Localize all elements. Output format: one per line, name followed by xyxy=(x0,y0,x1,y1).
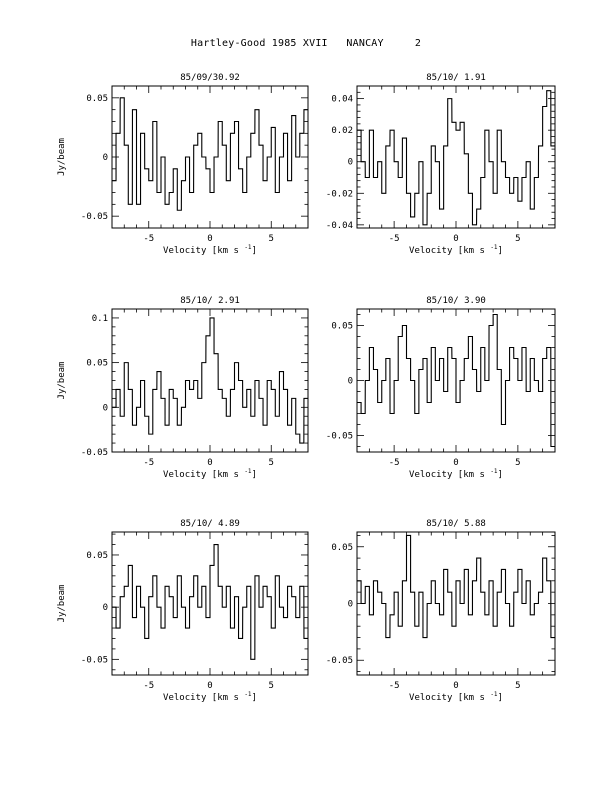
spectrum-line xyxy=(112,317,308,444)
y-tick-label: -0.04 xyxy=(326,221,353,231)
panel-title: 85/10/ 1.91 xyxy=(426,73,486,83)
y-tick-label: 0 xyxy=(103,603,108,613)
y-tick-label: 0 xyxy=(103,403,108,413)
y-tick-label: 0 xyxy=(103,153,108,163)
spectrum-line xyxy=(357,313,555,448)
y-axis-label: Jy/beam xyxy=(57,362,67,400)
y-tick-label: 0.04 xyxy=(331,95,353,105)
spectrum-line xyxy=(112,543,308,660)
panel-4: 85/10/ 3.90 -5 0 5 0.05 0 -0.05 Velocity [km s … xyxy=(326,296,556,480)
spectrum-line xyxy=(357,534,555,639)
panel-6: 85/10/ 5.88 -5 0 5 0.05 0 -0.05 Velocity [km s … xyxy=(326,519,556,703)
y-tick-label: 0.02 xyxy=(331,126,353,136)
x-tick-label: 5 xyxy=(515,681,520,691)
panel-3: 85/10/ 2.91 -5 0 5 0.1 0.05 0 -0.05 Velocity [km… xyxy=(57,296,309,480)
x-tick-label: 0 xyxy=(453,234,458,244)
panel-5: 85/10/ 4.89 -5 0 5 0.05 0 -0.05 Velocity [km s … xyxy=(57,519,309,703)
y-tick-label: 0 xyxy=(348,158,353,168)
x-tick-label: 5 xyxy=(515,458,520,468)
spectrum-line xyxy=(112,97,308,211)
panel-title: 85/10/ 5.88 xyxy=(426,519,486,529)
y-tick-label: 0.05 xyxy=(86,94,108,104)
y-tick-label: 0.05 xyxy=(86,359,108,369)
panel-2: 85/10/ 1.91 -5 0 5 0.04 0.02 0 -0.02 -0.04 Veloci… xyxy=(326,73,556,256)
x-axis-label: Velocity [km s -1] xyxy=(409,468,503,480)
x-tick-label: -5 xyxy=(389,458,400,468)
y-tick-label: 0 xyxy=(348,600,353,610)
panel-1: 85/09/30.92 -5 0 5 0.05 0 -0.05 Velocity [km s … xyxy=(57,73,309,256)
y-tick-label: -0.05 xyxy=(326,432,353,442)
plot-frame xyxy=(356,85,556,229)
x-axis-label: Velocity [km s -1] xyxy=(163,691,257,703)
x-tick-label: 5 xyxy=(269,458,274,468)
y-tick-label: -0.05 xyxy=(81,448,108,458)
x-tick-label: 0 xyxy=(207,458,212,468)
plot-frame xyxy=(111,85,309,229)
spectrum-line xyxy=(357,90,555,226)
y-tick-label: -0.05 xyxy=(81,212,108,222)
x-axis-label: Velocity [km s -1] xyxy=(163,244,257,256)
y-tick-label: 0.05 xyxy=(86,551,108,561)
x-axis-label: Velocity [km s -1] xyxy=(409,691,503,703)
page-title: Hartley-Good 1985 XVII NANCAY 2 xyxy=(190,38,422,49)
y-tick-label: 0.05 xyxy=(331,543,353,553)
x-axis-label: Velocity [km s -1] xyxy=(409,244,503,256)
x-tick-label: 5 xyxy=(515,234,520,244)
panel-title: 85/10/ 4.89 xyxy=(180,519,240,529)
x-tick-label: -5 xyxy=(143,458,154,468)
x-tick-label: 0 xyxy=(453,458,458,468)
y-tick-label: -0.05 xyxy=(81,655,108,665)
panel-title: 85/10/ 3.90 xyxy=(426,296,486,306)
y-tick-label: -0.05 xyxy=(326,656,353,666)
y-tick-label: 0 xyxy=(348,377,353,387)
y-tick-label: 0.05 xyxy=(331,322,353,332)
x-axis-label: Velocity [km s -1] xyxy=(163,468,257,480)
y-axis-label: Jy/beam xyxy=(57,138,67,176)
y-axis-label: Jy/beam xyxy=(57,585,67,623)
panel-title: 85/10/ 2.91 xyxy=(180,296,240,306)
x-tick-label: 0 xyxy=(453,681,458,691)
x-tick-label: 5 xyxy=(269,234,274,244)
x-tick-label: 5 xyxy=(269,681,274,691)
x-tick-label: 0 xyxy=(207,234,212,244)
x-tick-label: 0 xyxy=(207,681,212,691)
x-tick-label: -5 xyxy=(143,234,154,244)
x-tick-label: -5 xyxy=(389,234,400,244)
y-tick-label: 0.1 xyxy=(92,314,108,324)
x-tick-label: -5 xyxy=(389,681,400,691)
panel-title: 85/09/30.92 xyxy=(180,73,240,83)
y-tick-label: -0.02 xyxy=(326,189,353,199)
x-tick-label: -5 xyxy=(143,681,154,691)
